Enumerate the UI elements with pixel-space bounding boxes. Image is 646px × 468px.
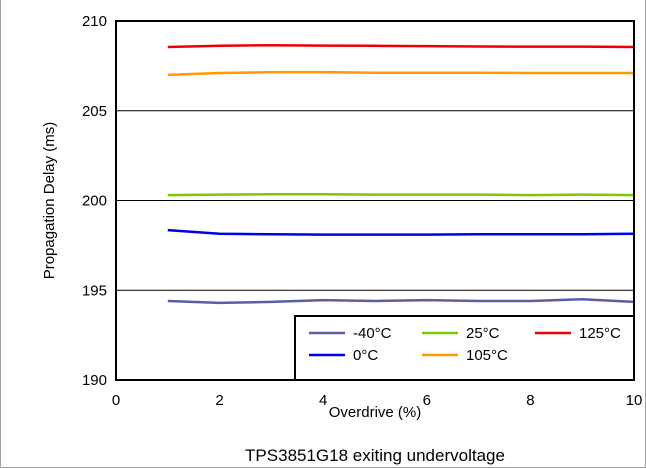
chart-caption: TPS3851G18 exiting undervoltage bbox=[245, 446, 505, 465]
y-tick-label: 205 bbox=[82, 103, 107, 120]
x-tick-label: 0 bbox=[112, 392, 120, 409]
x-tick-label: 6 bbox=[423, 392, 431, 409]
y-tick-label: 190 bbox=[82, 372, 107, 389]
x-tick-labels: 0 2 4 6 8 10 bbox=[112, 392, 643, 409]
x-tick-label: 10 bbox=[626, 392, 643, 409]
legend-label: -40°C bbox=[353, 325, 392, 342]
y-tick-label: 200 bbox=[82, 193, 107, 210]
y-tick-label: 195 bbox=[82, 282, 107, 299]
legend: -40°C 0°C 25°C 105°C 125°C bbox=[294, 315, 635, 381]
series-line bbox=[167, 43, 635, 49]
y-tick-label: 210 bbox=[82, 13, 107, 30]
x-axis-label: Overdrive (%) bbox=[329, 404, 422, 421]
series-line bbox=[167, 70, 634, 77]
legend-label: 25°C bbox=[466, 325, 500, 342]
legend-label: 105°C bbox=[466, 347, 508, 364]
series-line bbox=[167, 297, 635, 305]
y-tick-labels: 190 195 200 205 210 bbox=[82, 13, 107, 389]
x-tick-label: 2 bbox=[215, 392, 223, 409]
legend-label: 0°C bbox=[353, 347, 378, 364]
legend-label: 125°C bbox=[579, 325, 621, 342]
x-tick-label: 8 bbox=[526, 392, 534, 409]
y-axis-label: Propagation Delay (ms) bbox=[41, 122, 58, 280]
series-line bbox=[167, 228, 635, 236]
series-line bbox=[167, 192, 635, 197]
series-layer bbox=[167, 43, 635, 305]
x-tick-label: 4 bbox=[319, 392, 327, 409]
legend-box bbox=[294, 315, 635, 381]
